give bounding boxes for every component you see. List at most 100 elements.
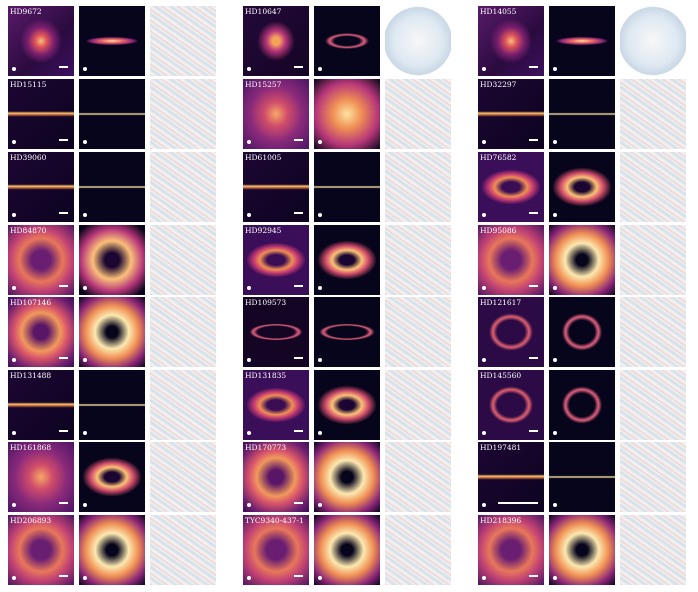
residual-image-tyc9340-437-1 [385, 515, 451, 585]
residual-image-hd15115 [150, 79, 216, 149]
residual-image-hd10647 [385, 6, 451, 76]
model-image-hd131488 [79, 370, 145, 440]
model-image-tyc9340-437-1 [314, 515, 380, 585]
target-label: HD9672 [10, 7, 42, 16]
target-label: HD39060 [10, 153, 47, 162]
beam-ellipse-icon [83, 213, 87, 217]
model-image-hd206893 [79, 515, 145, 585]
observation-image-hd161868: HD161868 [8, 442, 74, 512]
beam-ellipse-icon [318, 431, 322, 435]
residual-image-hd95086 [620, 225, 686, 295]
beam-ellipse-icon [482, 140, 486, 144]
target-label: HD218396 [480, 516, 522, 525]
observation-image-hd15115: HD15115 [8, 79, 74, 149]
scale-bar [529, 430, 538, 432]
beam-ellipse-icon [553, 286, 557, 290]
beam-ellipse-icon [318, 213, 322, 217]
model-image-hd9672 [79, 6, 145, 76]
model-image-hd218396 [549, 515, 615, 585]
beam-ellipse-icon [318, 576, 322, 580]
scale-bar [294, 502, 303, 504]
beam-ellipse-icon [482, 503, 486, 507]
beam-ellipse-icon [318, 286, 322, 290]
beam-ellipse-icon [553, 503, 557, 507]
beam-ellipse-icon [83, 140, 87, 144]
scale-bar [59, 575, 68, 577]
residual-image-hd9672 [150, 6, 216, 76]
residual-image-hd131835 [385, 370, 451, 440]
model-image-hd39060 [79, 152, 145, 222]
scale-bar [529, 139, 538, 141]
scale-bar [59, 285, 68, 287]
observation-image-hd9672: HD9672 [8, 6, 74, 76]
beam-ellipse-icon [318, 358, 322, 362]
residual-image-hd145560 [620, 370, 686, 440]
observation-image-hd95086: HD95086 [478, 225, 544, 295]
model-image-hd76582 [549, 152, 615, 222]
beam-ellipse-icon [83, 576, 87, 580]
scale-bar [529, 575, 538, 577]
beam-ellipse-icon [247, 503, 251, 507]
model-image-hd14055 [549, 6, 615, 76]
observation-image-hd131488: HD131488 [8, 370, 74, 440]
scale-bar [294, 430, 303, 432]
beam-ellipse-icon [553, 358, 557, 362]
model-image-hd95086 [549, 225, 615, 295]
observation-image-hd39060: HD39060 [8, 152, 74, 222]
scale-bar [294, 285, 303, 287]
observation-image-hd170773: HD170773 [243, 442, 309, 512]
beam-ellipse-icon [482, 286, 486, 290]
model-image-hd161868 [79, 442, 145, 512]
target-label: HD107146 [10, 298, 52, 307]
residual-image-hd32297 [620, 79, 686, 149]
beam-ellipse-icon [12, 576, 16, 580]
beam-ellipse-icon [83, 431, 87, 435]
beam-ellipse-icon [553, 431, 557, 435]
observation-image-hd84870: HD84870 [8, 225, 74, 295]
target-label: HD84870 [10, 226, 47, 235]
target-label: HD10647 [245, 7, 282, 16]
residual-image-hd61005 [385, 152, 451, 222]
observation-image-hd218396: HD218396 [478, 515, 544, 585]
model-image-hd61005 [314, 152, 380, 222]
model-image-hd32297 [549, 79, 615, 149]
model-image-hd10647 [314, 6, 380, 76]
beam-ellipse-icon [12, 213, 16, 217]
beam-ellipse-icon [318, 503, 322, 507]
scale-bar [294, 357, 303, 359]
observation-image-hd10647: HD10647 [243, 6, 309, 76]
beam-ellipse-icon [12, 140, 16, 144]
target-label: HD121617 [480, 298, 522, 307]
beam-ellipse-icon [83, 67, 87, 71]
model-image-hd197481 [549, 442, 615, 512]
scale-bar [294, 575, 303, 577]
target-label: HD15257 [245, 80, 282, 89]
beam-ellipse-icon [482, 358, 486, 362]
beam-ellipse-icon [247, 67, 251, 71]
observation-image-hd14055: HD14055 [478, 6, 544, 76]
observation-image-hd107146: HD107146 [8, 297, 74, 367]
model-image-hd145560 [549, 370, 615, 440]
beam-ellipse-icon [247, 431, 251, 435]
target-label: HD92945 [245, 226, 282, 235]
observation-image-hd92945: HD92945 [243, 225, 309, 295]
scale-bar [529, 66, 538, 68]
observation-image-hd121617: HD121617 [478, 297, 544, 367]
target-label: HD32297 [480, 80, 517, 89]
residual-image-hd206893 [150, 515, 216, 585]
target-label: HD15115 [10, 80, 47, 89]
model-image-hd84870 [79, 225, 145, 295]
scale-bar [59, 357, 68, 359]
target-label: HD14055 [480, 7, 517, 16]
beam-ellipse-icon [553, 213, 557, 217]
beam-ellipse-icon [83, 286, 87, 290]
residual-image-hd107146 [150, 297, 216, 367]
target-label: HD161868 [10, 443, 52, 452]
model-image-hd170773 [314, 442, 380, 512]
residual-image-hd76582 [620, 152, 686, 222]
target-label: HD61005 [245, 153, 282, 162]
residual-image-hd170773 [385, 442, 451, 512]
residual-image-hd84870 [150, 225, 216, 295]
model-image-hd15115 [79, 79, 145, 149]
beam-ellipse-icon [247, 576, 251, 580]
